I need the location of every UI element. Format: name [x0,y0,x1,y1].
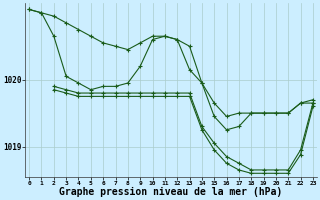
X-axis label: Graphe pression niveau de la mer (hPa): Graphe pression niveau de la mer (hPa) [60,187,283,197]
